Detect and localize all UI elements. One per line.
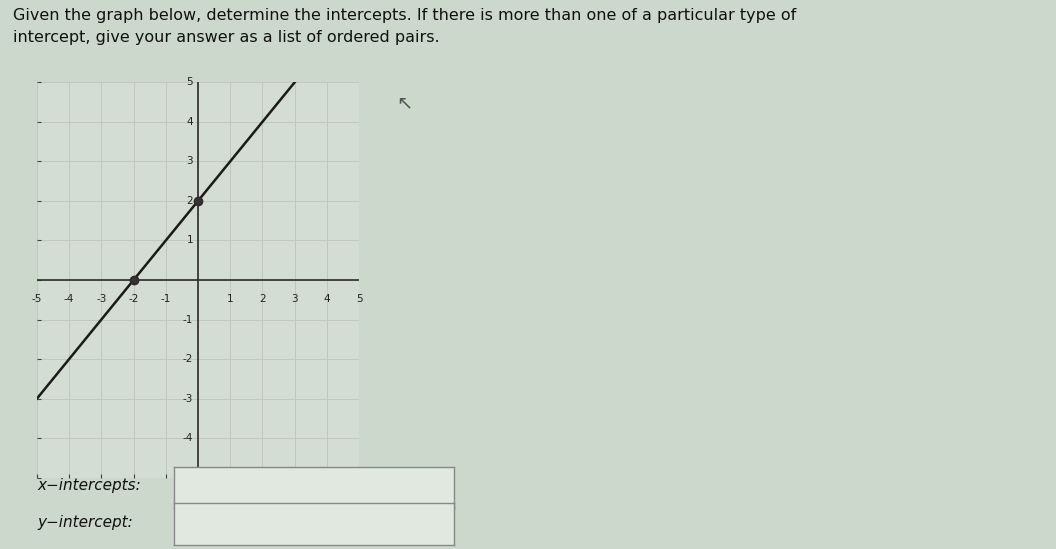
Text: 5: 5	[356, 294, 362, 304]
Text: -4: -4	[64, 294, 74, 304]
Text: Q: Q	[328, 477, 338, 490]
Text: -5: -5	[32, 294, 42, 304]
Text: 2: 2	[187, 196, 193, 206]
Text: 5: 5	[187, 77, 193, 87]
Text: x−intercepts:: x−intercepts:	[37, 478, 140, 494]
Text: -2: -2	[183, 354, 193, 364]
Text: -3: -3	[183, 394, 193, 404]
Text: 4: 4	[187, 117, 193, 127]
Text: 1: 1	[227, 294, 233, 304]
Text: 3: 3	[187, 156, 193, 166]
Text: ↖: ↖	[396, 93, 413, 113]
Text: -5: -5	[183, 473, 193, 483]
Text: intercept, give your answer as a list of ordered pairs.: intercept, give your answer as a list of…	[13, 30, 439, 45]
Text: -2: -2	[129, 294, 138, 304]
Text: -3: -3	[96, 294, 107, 304]
Text: Given the graph below, determine the intercepts. If there is more than one of a : Given the graph below, determine the int…	[13, 8, 796, 23]
Text: -1: -1	[183, 315, 193, 324]
Text: 3: 3	[291, 294, 298, 304]
Text: 1: 1	[187, 236, 193, 245]
Text: -1: -1	[161, 294, 171, 304]
Text: -4: -4	[183, 433, 193, 443]
Text: 4: 4	[323, 294, 331, 304]
Text: 2: 2	[259, 294, 266, 304]
Text: y−intercept:: y−intercept:	[37, 515, 133, 530]
